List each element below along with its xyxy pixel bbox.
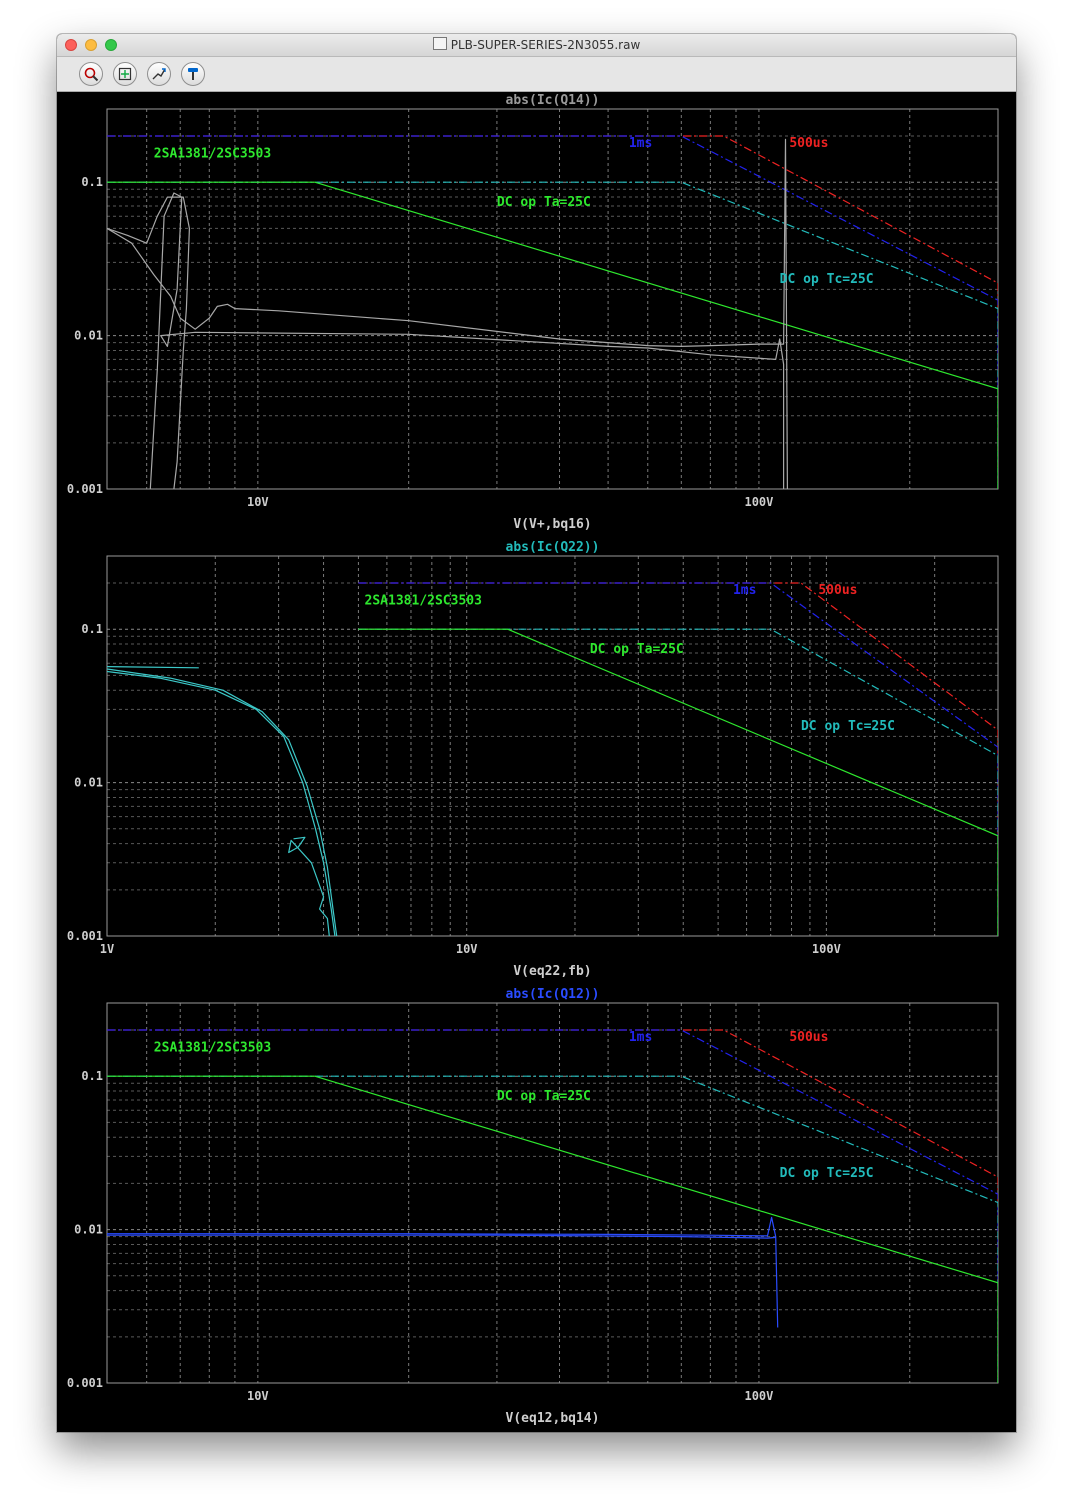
plot-title[interactable]: abs(Ic(Q22)): [506, 540, 600, 555]
x-tick-label: 10V: [247, 495, 269, 509]
series-group: [107, 1029, 998, 1383]
series-line-2: [107, 135, 998, 489]
document-icon: [432, 37, 447, 50]
series-line-6: [107, 196, 190, 489]
y-tick-label: 0.1: [81, 622, 103, 636]
plot-pane-3[interactable]: 0.1 0.01 0.001 10V 100V abs(Ic(Q12)) V(eq12,bq…: [67, 987, 999, 1426]
series-line-7: [107, 666, 199, 669]
x-tick-label: 100V: [812, 942, 841, 956]
annotation-label: DC op Ta=25C: [497, 1089, 591, 1104]
y-tick-label: 0.001: [67, 482, 103, 496]
series-line-1: [358, 582, 998, 936]
y-tick-label: 0.01: [74, 776, 103, 790]
series-group: [107, 135, 998, 489]
annotation-label: 2SA1381/2SC3503: [154, 1040, 271, 1055]
autorange-button[interactable]: [113, 62, 137, 86]
annotation-label: 1ms: [733, 583, 756, 598]
annotation-label: 1ms: [629, 136, 652, 151]
pan-icon: [152, 68, 166, 80]
series-line-7: [149, 192, 785, 489]
y-tick-label: 0.001: [67, 929, 103, 943]
y-tick-label: 0.1: [81, 175, 103, 189]
zoom-window-button[interactable]: [105, 39, 117, 51]
annotation-label: 2SA1381/2SC3503: [154, 146, 271, 161]
annotation-label: DC op Ta=25C: [590, 642, 684, 657]
series-line-6: [107, 668, 338, 936]
probe-icon: [188, 68, 198, 80]
magnifier-icon: [84, 67, 99, 82]
plots-svg[interactable]: 0.1 0.01 0.001 10V 100V abs(Ic(Q14)) V(V+,bq16…: [57, 92, 1016, 1432]
plot-title[interactable]: abs(Ic(Q14)): [506, 93, 600, 108]
close-window-button[interactable]: [65, 39, 77, 51]
plot-frame: [106, 1002, 999, 1384]
toolbar: [57, 57, 1016, 92]
x-tick-label: 10V: [456, 942, 478, 956]
series-line-4: [107, 181, 998, 489]
series-line-5: [107, 1216, 779, 1328]
title-bar[interactable]: PLB-SUPER-SERIES-2N3055.raw: [57, 34, 1016, 57]
annotation-label: 2SA1381/2SC3503: [365, 593, 482, 608]
annotation-label: 500us: [789, 136, 828, 151]
window-title-container: PLB-SUPER-SERIES-2N3055.raw: [57, 37, 1016, 52]
annotation-label: DC op Ta=25C: [497, 195, 591, 210]
series-line-8: [288, 836, 330, 936]
y-tick-label: 0.01: [74, 329, 103, 343]
series-line-5: [107, 138, 789, 489]
x-axis-label[interactable]: V(eq22,fb): [513, 964, 591, 979]
waveform-window: PLB-SUPER-SERIES-2N3055.raw: [57, 34, 1016, 1432]
plot-area[interactable]: 0.1 0.01 0.001 10V 100V abs(Ic(Q14)) V(V+,bq16…: [57, 92, 1016, 1432]
zoom-to-rectangle-button[interactable]: [79, 62, 103, 86]
annotation-label: 500us: [818, 583, 857, 598]
y-tick-label: 0.001: [67, 1376, 103, 1390]
series-group: [107, 582, 998, 936]
plot-title[interactable]: abs(Ic(Q12)): [506, 987, 600, 1002]
plot-frame: [106, 555, 999, 937]
minimize-window-button[interactable]: [85, 39, 97, 51]
y-tick-label: 0.1: [81, 1069, 103, 1083]
annotation-label: 500us: [789, 1030, 828, 1045]
annotation-label: DC op Tc=25C: [780, 1166, 874, 1181]
series-line-6: [107, 1234, 776, 1239]
series-line-4: [107, 1075, 998, 1383]
annotation-label: 1ms: [629, 1030, 652, 1045]
cursor-button[interactable]: [181, 62, 205, 86]
x-axis-label[interactable]: V(eq12,bq14): [506, 1411, 600, 1426]
plot-pane-1[interactable]: 0.1 0.01 0.001 10V 100V abs(Ic(Q14)) V(V+,bq16…: [67, 93, 999, 532]
autorange-icon: [118, 67, 132, 81]
y-tick-label: 0.01: [74, 1223, 103, 1237]
annotation-label: DC op Tc=25C: [801, 719, 895, 734]
x-tick-label: 100V: [744, 1389, 773, 1403]
series-line-4: [358, 628, 998, 936]
window-title: PLB-SUPER-SERIES-2N3055.raw: [450, 38, 641, 52]
x-tick-label: 1V: [100, 942, 114, 956]
series-line-2: [107, 1029, 998, 1383]
plot-frame: [106, 108, 999, 490]
x-tick-label: 10V: [247, 1389, 269, 1403]
annotation-label: DC op Tc=25C: [780, 272, 874, 287]
x-axis-label[interactable]: V(V+,bq16): [513, 517, 591, 532]
x-tick-label: 100V: [744, 495, 773, 509]
pan-button[interactable]: [147, 62, 171, 86]
series-line-5: [107, 670, 336, 936]
